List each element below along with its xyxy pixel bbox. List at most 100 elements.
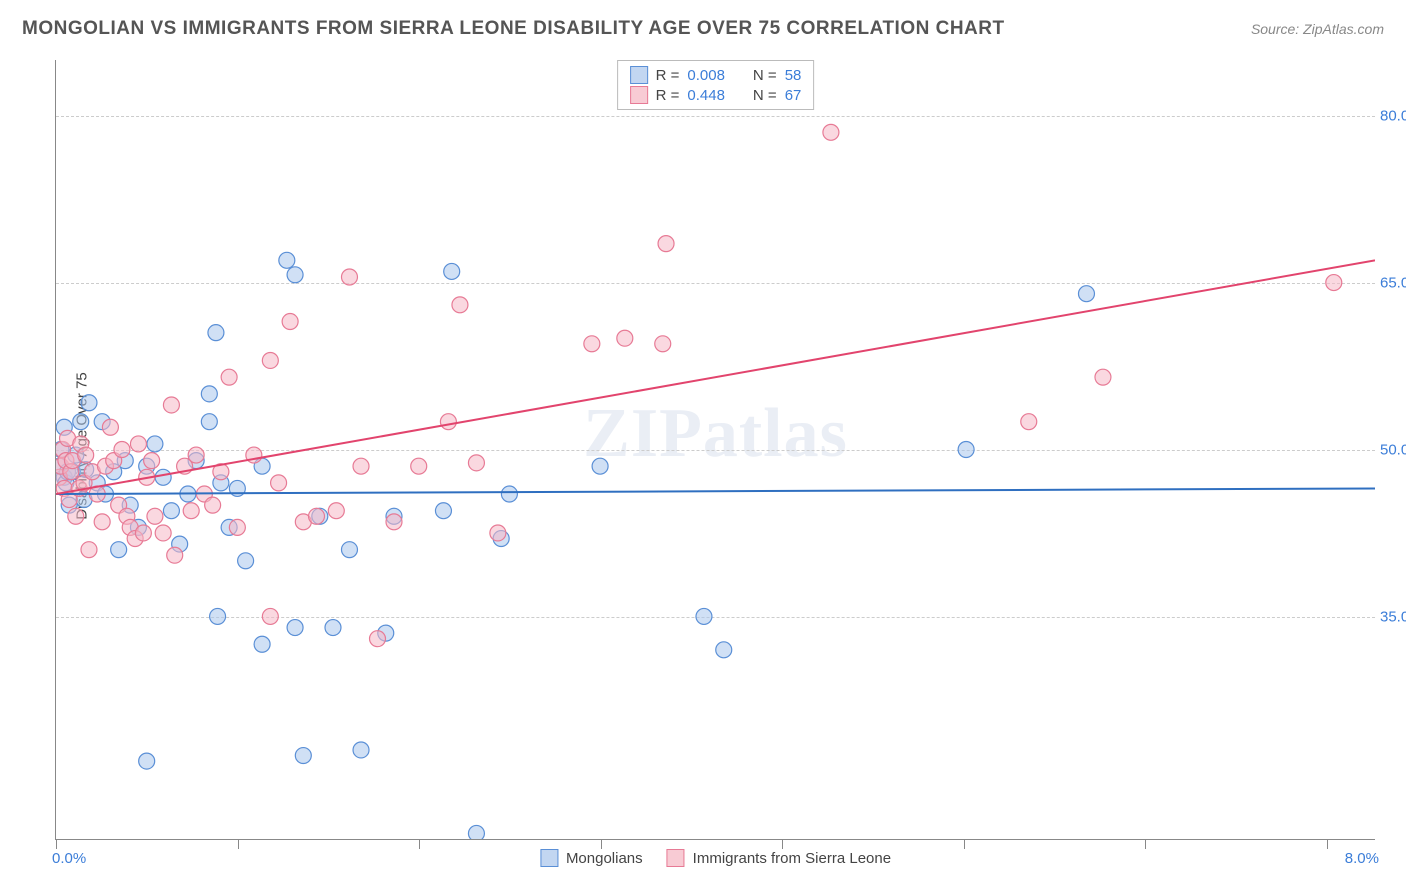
- data-point: [716, 642, 732, 658]
- data-point: [1078, 286, 1094, 302]
- data-point: [201, 414, 217, 430]
- x-tick: [601, 839, 602, 849]
- data-point: [111, 542, 127, 558]
- legend-series: Mongolians Immigrants from Sierra Leone: [540, 849, 891, 867]
- data-point: [435, 503, 451, 519]
- data-point: [68, 508, 84, 524]
- data-point: [155, 469, 171, 485]
- data-point: [155, 525, 171, 541]
- data-point: [468, 455, 484, 471]
- data-point: [353, 458, 369, 474]
- x-tick: [1327, 839, 1328, 849]
- data-point: [102, 419, 118, 435]
- data-point: [254, 636, 270, 652]
- legend-label-b: Immigrants from Sierra Leone: [693, 850, 891, 867]
- data-point: [584, 336, 600, 352]
- data-point: [282, 314, 298, 330]
- legend-r-value-b: 0.448: [687, 87, 725, 104]
- data-point: [144, 453, 160, 469]
- y-tick-label: 35.0%: [1380, 609, 1406, 626]
- x-tick: [419, 839, 420, 849]
- data-point: [1326, 275, 1342, 291]
- x-tick: [964, 839, 965, 849]
- data-point: [221, 369, 237, 385]
- data-point: [135, 525, 151, 541]
- regression-line: [56, 260, 1375, 494]
- data-point: [386, 514, 402, 530]
- data-point: [114, 442, 130, 458]
- legend-swatch-blue: [540, 849, 558, 867]
- data-point: [147, 508, 163, 524]
- data-point: [201, 386, 217, 402]
- data-point: [287, 620, 303, 636]
- legend-swatch-blue: [630, 66, 648, 84]
- y-tick-label: 80.0%: [1380, 107, 1406, 124]
- data-point: [163, 397, 179, 413]
- data-point: [411, 458, 427, 474]
- data-point: [658, 236, 674, 252]
- data-point: [210, 608, 226, 624]
- data-point: [1021, 414, 1037, 430]
- data-point: [341, 269, 357, 285]
- data-point: [295, 748, 311, 764]
- data-point: [229, 519, 245, 535]
- x-tick: [1145, 839, 1146, 849]
- data-point: [444, 263, 460, 279]
- source-attribution: Source: ZipAtlas.com: [1251, 21, 1384, 37]
- data-point: [167, 547, 183, 563]
- data-point: [440, 414, 456, 430]
- data-point: [78, 447, 94, 463]
- y-tick-label: 50.0%: [1380, 442, 1406, 459]
- data-point: [262, 608, 278, 624]
- data-point: [452, 297, 468, 313]
- data-point: [81, 542, 97, 558]
- legend-n-value-b: 67: [785, 87, 802, 104]
- legend-r-label: R =: [656, 67, 680, 84]
- data-point: [370, 631, 386, 647]
- legend-swatch-pink: [630, 86, 648, 104]
- data-point: [262, 352, 278, 368]
- data-point: [958, 442, 974, 458]
- legend-r-value-a: 0.008: [687, 67, 725, 84]
- legend-correlation: R = 0.008 N = 58 R = 0.448 N = 67: [617, 60, 815, 110]
- legend-swatch-pink: [667, 849, 685, 867]
- x-tick: [56, 839, 57, 849]
- data-point: [94, 514, 110, 530]
- data-point: [81, 395, 97, 411]
- data-point: [328, 503, 344, 519]
- scatter-chart: [56, 60, 1375, 839]
- data-point: [271, 475, 287, 491]
- data-point: [238, 553, 254, 569]
- chart-plot-area: ZIPatlas 35.0%50.0%65.0%80.0% R = 0.008 …: [55, 60, 1375, 840]
- regression-line: [56, 488, 1375, 494]
- x-axis-min-label: 0.0%: [52, 850, 86, 867]
- x-tick: [782, 839, 783, 849]
- data-point: [490, 525, 506, 541]
- data-point: [341, 542, 357, 558]
- data-point: [279, 252, 295, 268]
- data-point: [592, 458, 608, 474]
- data-point: [205, 497, 221, 513]
- data-point: [208, 325, 224, 341]
- data-point: [696, 608, 712, 624]
- data-point: [353, 742, 369, 758]
- data-point: [501, 486, 517, 502]
- data-point: [617, 330, 633, 346]
- data-point: [655, 336, 671, 352]
- data-point: [823, 124, 839, 140]
- data-point: [1095, 369, 1111, 385]
- legend-label-a: Mongolians: [566, 850, 643, 867]
- data-point: [183, 503, 199, 519]
- data-point: [309, 508, 325, 524]
- data-point: [147, 436, 163, 452]
- chart-title: MONGOLIAN VS IMMIGRANTS FROM SIERRA LEON…: [22, 18, 1005, 40]
- data-point: [73, 414, 89, 430]
- data-point: [468, 825, 484, 839]
- legend-n-label: N =: [753, 67, 777, 84]
- data-point: [287, 267, 303, 283]
- data-point: [188, 447, 204, 463]
- x-axis-max-label: 8.0%: [1345, 850, 1379, 867]
- legend-n-value-a: 58: [785, 67, 802, 84]
- y-tick-label: 65.0%: [1380, 274, 1406, 291]
- data-point: [163, 503, 179, 519]
